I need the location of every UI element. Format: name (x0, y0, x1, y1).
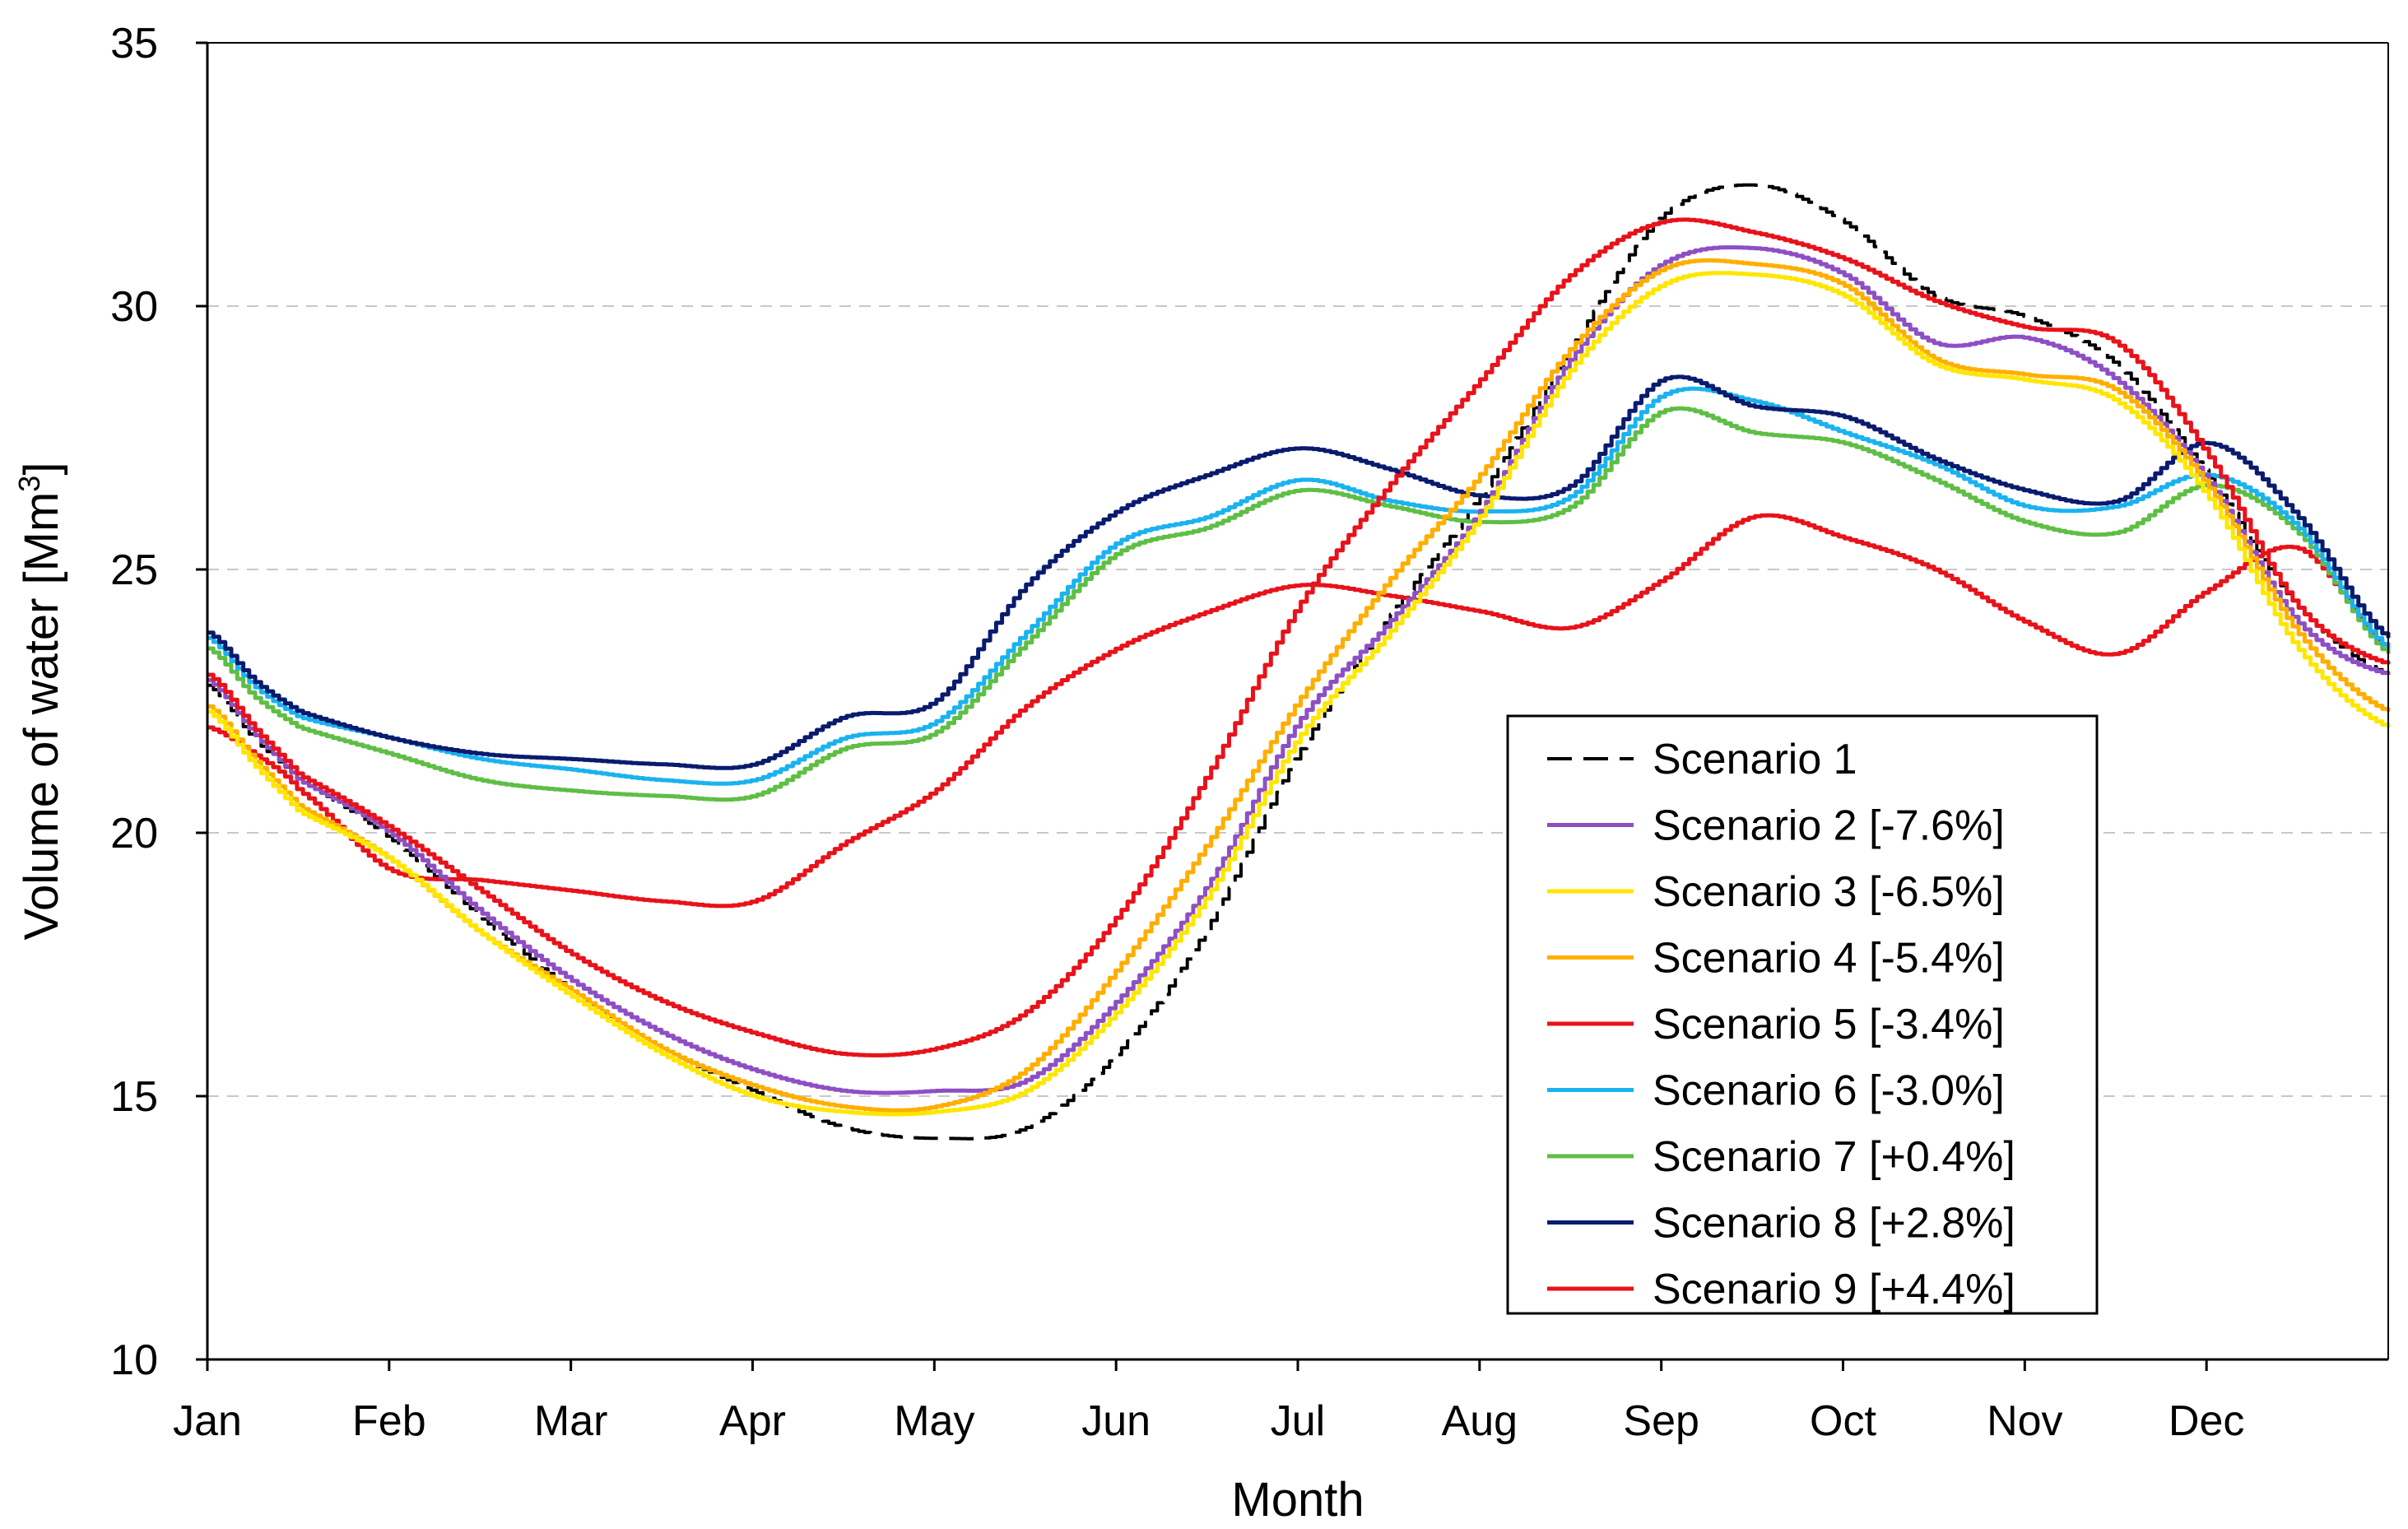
y-axis-title-superscript: 3 (12, 476, 46, 492)
legend-label: Scenario 5 [-3.4%] (1653, 1001, 2005, 1048)
x-tick-label: Aug (1442, 1397, 1518, 1445)
y-axis-title-main: Volume of water [Mm (15, 492, 68, 941)
legend-label: Scenario 3 [-6.5%] (1653, 868, 2005, 916)
y-tick-label: 30 (110, 283, 158, 331)
series-line (207, 258, 2391, 1113)
legend-label: Scenario 9 [+4.4%] (1653, 1266, 2015, 1313)
y-axis-title: Volume of water [Mm3] (12, 462, 68, 941)
y-tick-label: 10 (110, 1336, 158, 1384)
y-tick-label: 35 (110, 20, 158, 67)
legend-box (1506, 714, 2099, 1315)
x-axis-title: Month (1231, 1473, 1364, 1527)
x-tick-label: Oct (1810, 1397, 1876, 1445)
y-tick-label: 25 (110, 546, 158, 594)
series-line (207, 513, 2391, 909)
x-tick-label: Feb (352, 1397, 426, 1445)
x-tick-label: Jul (1271, 1397, 1325, 1445)
y-tick-labels: 10 15 20 25 30 35 (110, 20, 207, 1384)
legend-label: Scenario 1 (1653, 736, 1857, 783)
y-tick-label: 15 (110, 1073, 158, 1121)
legend-label: Scenario 2 [-7.6%] (1653, 802, 2005, 850)
x-tick-labels: Jan Feb Mar Apr May Jun Jul Aug Sep Oct Nov Dec (173, 1359, 2244, 1445)
series-lines (207, 183, 2391, 1141)
x-tick-label: Nov (1987, 1397, 2062, 1445)
series-line (207, 217, 2391, 1057)
y-axis-title-suffix: ] (15, 462, 68, 476)
legend-label: Scenario 8 [+2.8%] (1653, 1200, 2015, 1248)
legend-label: Scenario 4 [-5.4%] (1653, 935, 2005, 983)
x-tick-label: Sep (1623, 1397, 1699, 1445)
x-tick-label: May (894, 1397, 974, 1445)
x-tick-label: Mar (534, 1397, 608, 1445)
legend-label: Scenario 7 [+0.4%] (1653, 1133, 2015, 1181)
series-line (207, 245, 2391, 1095)
series-line (207, 386, 2391, 786)
legend-label: Scenario 6 [-3.0%] (1653, 1067, 2005, 1115)
series-line (207, 406, 2391, 802)
x-tick-label: Dec (2169, 1397, 2244, 1445)
series-line (207, 374, 2391, 770)
x-tick-label: Jan (173, 1397, 242, 1445)
legend: Scenario 1 Scenario 2 [-7.6%] Scenario 3 [… (1506, 714, 2099, 1315)
series-line (207, 271, 2391, 1117)
legend-items: Scenario 1 Scenario 2 [-7.6%] Scenario 3 [… (1547, 736, 2015, 1313)
x-tick-label: Jun (1081, 1397, 1151, 1445)
x-tick-label: Apr (719, 1397, 786, 1445)
y-tick-label: 20 (110, 810, 158, 857)
